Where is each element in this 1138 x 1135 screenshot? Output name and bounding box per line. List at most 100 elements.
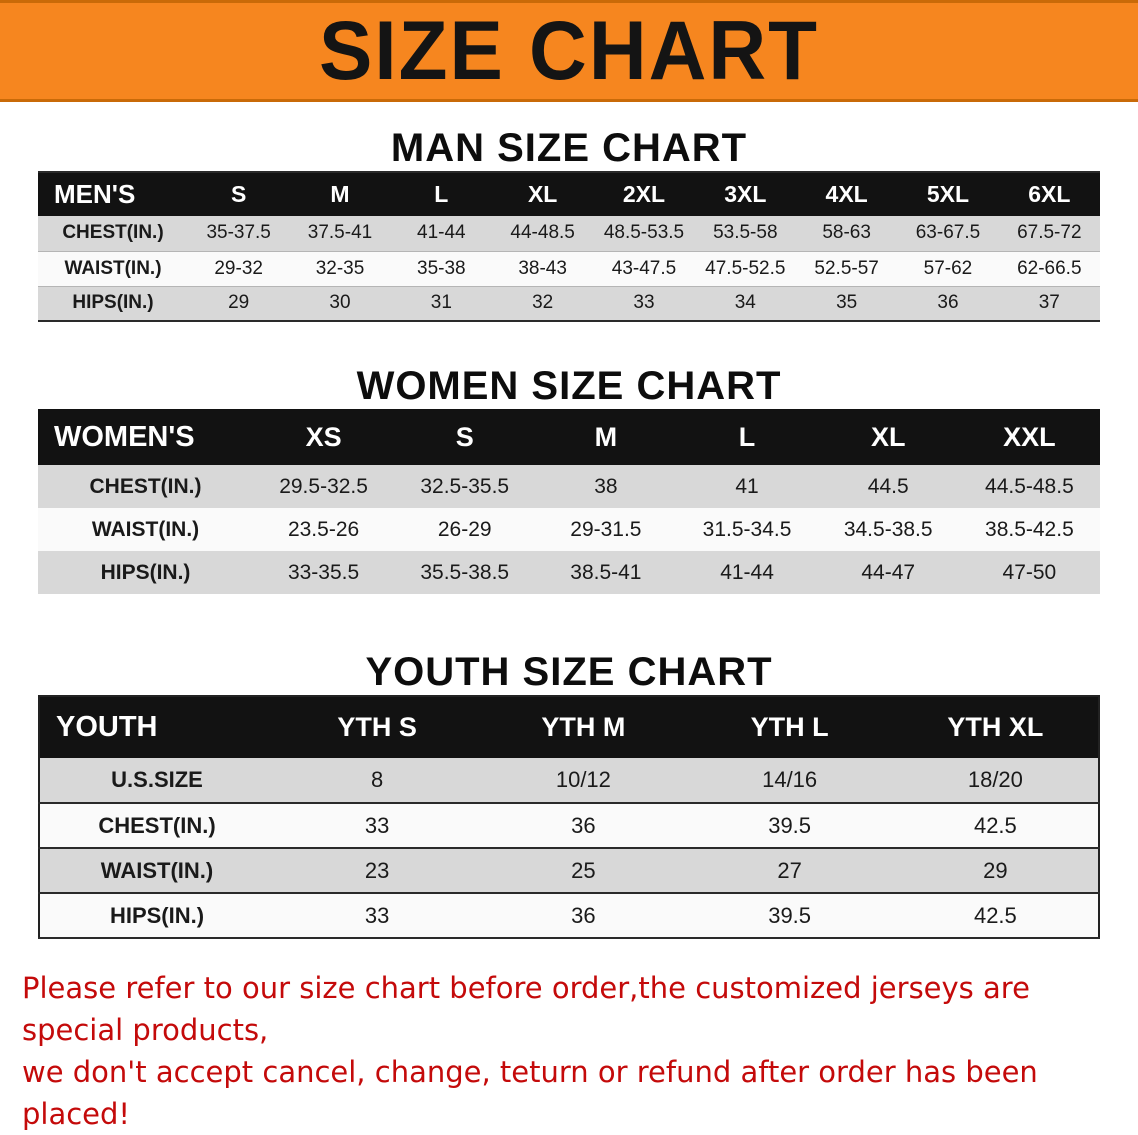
size-value-cell: 23.5-26 [253,508,395,551]
women-section-heading: WOMEN SIZE CHART [356,364,782,408]
measure-label-cell: HIPS(IN.) [38,551,253,594]
size-value-cell: 35-38 [390,251,492,287]
size-column-header: 6XL [998,172,1100,216]
men-section-heading: MAN SIZE CHART [390,126,748,170]
table-row: CHEST(IN.) 29.5-32.5 32.5-35.5 38 41 44.5 44.5… [38,465,1100,508]
women-size-table: WOMEN'S XS S M L XL XXL CHEST(IN.) 29.5-32.5 32.5… [38,409,1100,594]
size-column-header: 3XL [694,172,796,216]
table-row: HIPS(IN.) 33-35.5 35.5-38.5 38.5-41 41-44 44-… [38,551,1100,594]
size-value-cell: 33-35.5 [253,551,395,594]
measure-label-cell: U.S.SIZE [39,758,274,804]
size-column-header: YTH L [686,696,893,758]
size-value-cell: 29-32 [188,251,290,287]
size-column-header: YTH XL [892,696,1099,758]
size-value-cell: 36 [480,893,687,939]
size-value-cell: 18/20 [892,758,1099,804]
size-value-cell: 43-47.5 [593,251,695,287]
size-value-cell: 38 [535,465,677,508]
size-value-cell: 37 [998,286,1100,322]
size-value-cell: 48.5-53.5 [593,216,695,252]
size-value-cell: 35.5-38.5 [394,551,536,594]
size-value-cell: 33 [593,286,695,322]
measure-label-cell: HIPS(IN.) [38,286,188,322]
table-row: WAIST(IN.) 23.5-26 26-29 29-31.5 31.5-34.5 34… [38,508,1100,551]
youth-section-heading: YOUTH SIZE CHART [365,650,773,694]
size-value-cell: 29 [892,848,1099,894]
size-value-cell: 36 [480,803,687,849]
size-column-header: L [676,409,818,465]
size-value-cell: 31 [390,286,492,322]
size-column-header: M [289,172,391,216]
size-column-header: S [394,409,536,465]
youth-size-table: YOUTH YTH S YTH M YTH L YTH XL U.S.SIZE 8 10/12… [38,695,1100,939]
size-value-cell: 44.5-48.5 [958,465,1100,508]
size-value-cell: 36 [897,286,999,322]
measure-label-cell: HIPS(IN.) [39,893,274,939]
size-value-cell: 14/16 [686,758,893,804]
size-value-cell: 32 [491,286,594,322]
table-header-row: YOUTH YTH S YTH M YTH L YTH XL [39,696,1099,758]
size-value-cell: 33 [274,803,481,849]
size-value-cell: 41-44 [676,551,818,594]
size-value-cell: 44-48.5 [491,216,594,252]
size-column-header: 2XL [593,172,695,216]
size-value-cell: 29.5-32.5 [253,465,395,508]
size-value-cell: 32-35 [289,251,391,287]
size-value-cell: 31.5-34.5 [676,508,818,551]
size-column-header: 4XL [795,172,898,216]
size-column-header: 5XL [897,172,999,216]
measure-label-cell: WAIST(IN.) [38,251,188,287]
size-value-cell: 38.5-42.5 [958,508,1100,551]
table-row: U.S.SIZE 8 10/12 14/16 18/20 [39,758,1099,804]
size-value-cell: 42.5 [892,803,1099,849]
size-value-cell: 25 [480,848,687,894]
size-value-cell: 35-37.5 [188,216,290,252]
size-value-cell: 35 [795,286,898,322]
size-value-cell: 63-67.5 [897,216,999,252]
size-chart-banner: SIZE CHART [0,0,1138,102]
size-value-cell: 39.5 [686,893,893,939]
size-value-cell: 38.5-41 [535,551,677,594]
size-value-cell: 34 [694,286,796,322]
measure-label-cell: CHEST(IN.) [38,465,253,508]
size-value-cell: 38-43 [491,251,594,287]
size-value-cell: 30 [289,286,391,322]
table-row: HIPS(IN.) 33 36 39.5 42.5 [39,893,1099,939]
size-value-cell: 47-50 [958,551,1100,594]
size-value-cell: 52.5-57 [795,251,898,287]
disclaimer-line-2: we don't accept cancel, change, teturn o… [22,1055,1038,1132]
measure-label-cell: WAIST(IN.) [39,848,274,894]
size-value-cell: 44-47 [817,551,959,594]
table-header-row: WOMEN'S XS S M L XL XXL [38,409,1100,465]
size-value-cell: 58-63 [795,216,898,252]
size-column-header: XS [253,409,395,465]
size-value-cell: 29-31.5 [535,508,677,551]
measure-label-cell: WAIST(IN.) [38,508,253,551]
table-row: CHEST(IN.) 35-37.5 37.5-41 41-44 44-48.5 48.5… [38,216,1100,252]
table-row: HIPS(IN.) 29 30 31 32 33 34 35 36 37 [38,286,1100,322]
table-row: WAIST(IN.) 23 25 27 29 [39,848,1099,894]
table-corner-label: WOMEN'S [38,409,253,465]
measure-label-cell: CHEST(IN.) [38,216,188,252]
page-title: SIZE CHART [319,4,819,97]
size-value-cell: 27 [686,848,893,894]
size-column-header: XXL [958,409,1100,465]
size-value-cell: 10/12 [480,758,687,804]
size-column-header: S [188,172,290,216]
size-value-cell: 44.5 [817,465,959,508]
size-value-cell: 8 [274,758,481,804]
size-value-cell: 57-62 [897,251,999,287]
size-value-cell: 41-44 [390,216,492,252]
size-column-header: M [535,409,677,465]
size-column-header: XL [817,409,959,465]
measure-label-cell: CHEST(IN.) [39,803,274,849]
table-corner-label: YOUTH [39,696,274,758]
table-row: WAIST(IN.) 29-32 32-35 35-38 38-43 43-47.5 47.… [38,251,1100,287]
size-value-cell: 37.5-41 [289,216,391,252]
table-header-row: MEN'S S M L XL 2XL 3XL 4XL 5XL 6XL [38,172,1100,216]
size-value-cell: 23 [274,848,481,894]
size-value-cell: 53.5-58 [694,216,796,252]
disclaimer-text: Please refer to our size chart before or… [0,967,1138,1135]
size-value-cell: 47.5-52.5 [694,251,796,287]
table-row: CHEST(IN.) 33 36 39.5 42.5 [39,803,1099,849]
